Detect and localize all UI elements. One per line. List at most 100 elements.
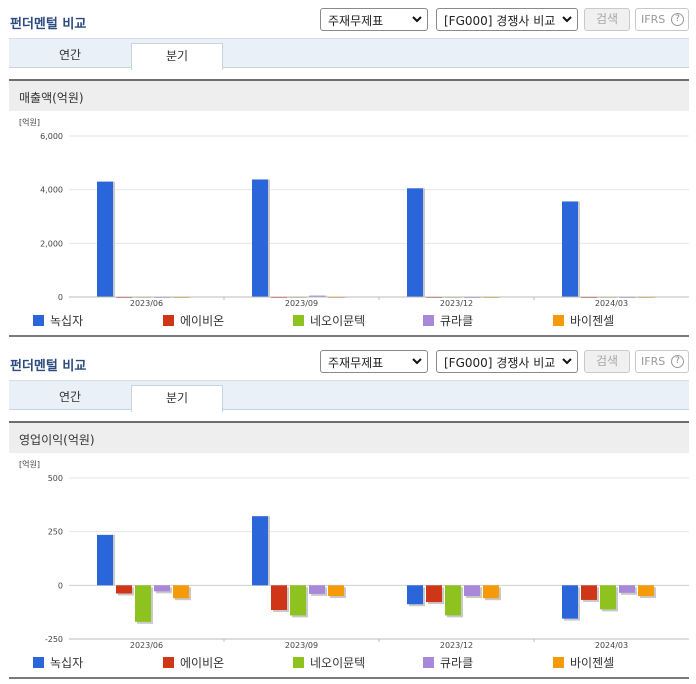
legend-swatch xyxy=(423,315,434,326)
section-title: 펀더멘털 비교 xyxy=(10,17,87,32)
x-tick-label: 2023/12 xyxy=(440,299,473,307)
help-icon: ? xyxy=(671,355,684,368)
period-tabs: 연간 분기 xyxy=(9,380,689,412)
legend-swatch xyxy=(553,315,564,326)
chart-legend: 녹십자 에이비온 네오이뮨텍 큐라클 바이젠셀 xyxy=(9,650,689,672)
legend-label: 네오이뮨텍 xyxy=(310,656,366,670)
sales-chart-svg: [억원] 0 2,000 4,000 6,000 2023/06 2023/09 2023/1… xyxy=(19,117,689,307)
legend-swatch xyxy=(293,657,304,668)
section-divider xyxy=(9,677,689,679)
x-tick-label: 2023/09 xyxy=(285,641,318,649)
section-divider xyxy=(9,335,689,337)
y-tick-label: 6,000 xyxy=(40,132,63,141)
y-tick-label: -250 xyxy=(45,635,63,644)
statement-select[interactable]: 주재무제표 xyxy=(320,350,428,373)
operating-profit-chart: [억원] -250 0 250 500 2023/06 2023/09 2023/12 2024… xyxy=(9,453,689,649)
chevron-down-icon xyxy=(412,358,422,365)
bar xyxy=(309,295,325,297)
search-button[interactable]: 검색 xyxy=(584,350,630,373)
tab-quarter[interactable]: 분기 xyxy=(131,43,223,70)
x-tick-label: 2024/03 xyxy=(595,641,628,649)
bar xyxy=(116,585,132,594)
chart-header: 영업이익(억원) xyxy=(9,421,689,453)
statement-select-value: 주재무제표 xyxy=(328,14,384,28)
bar xyxy=(252,516,268,586)
peer-group-select-value: [FG000] 경쟁사 비교 xyxy=(444,14,556,28)
bar xyxy=(328,585,344,597)
operating-profit-chart-svg: [억원] -250 0 250 500 2023/06 2023/09 2023/12 2024… xyxy=(19,459,689,649)
peer-group-select[interactable]: [FG000] 경쟁사 비교 xyxy=(436,8,578,31)
y-tick-label: 4,000 xyxy=(40,186,63,195)
legend-swatch xyxy=(423,657,434,668)
sales-chart: [억원] 0 2,000 4,000 6,000 2023/06 2023/09 2023/1… xyxy=(9,111,689,307)
chart-legend: 녹십자 에이비온 네오이뮨텍 큐라클 바이젠셀 xyxy=(9,308,689,330)
chevron-down-icon xyxy=(412,16,422,23)
legend-label: 녹십자 xyxy=(50,656,84,670)
legend-label: 네오이뮨텍 xyxy=(310,314,366,328)
y-tick-label: 0 xyxy=(58,293,63,302)
tab-annual[interactable]: 연간 xyxy=(58,390,82,404)
chevron-down-icon xyxy=(562,358,572,365)
peer-group-select-value: [FG000] 경쟁사 비교 xyxy=(444,356,556,370)
legend-item[interactable]: 녹십자 xyxy=(33,654,83,671)
section-title: 펀더멘털 비교 xyxy=(10,359,87,374)
legend-label: 큐라클 xyxy=(440,314,474,328)
legend-swatch xyxy=(553,657,564,668)
y-unit-label: [억원] xyxy=(19,459,40,469)
bar xyxy=(271,585,287,611)
section-toolbar: 펀더멘털 비교 주재무제표 [FG000] 경쟁사 비교 검색 IFRS ? xyxy=(0,342,696,380)
x-tick-label: 2023/09 xyxy=(285,299,318,307)
legend-item[interactable]: 네오이뮨텍 xyxy=(293,654,365,671)
peer-group-select[interactable]: [FG000] 경쟁사 비교 xyxy=(436,350,578,373)
bar xyxy=(290,585,306,616)
legend-label: 에이비온 xyxy=(180,656,225,670)
legend-swatch xyxy=(163,657,174,668)
legend-item[interactable]: 에이비온 xyxy=(163,312,224,329)
bar xyxy=(464,585,480,597)
x-tick-label: 2023/06 xyxy=(130,641,163,649)
help-icon: ? xyxy=(671,13,684,26)
search-button[interactable]: 검색 xyxy=(584,8,630,31)
bar xyxy=(309,585,325,594)
ifrs-button[interactable]: IFRS ? xyxy=(635,350,689,373)
bar xyxy=(562,585,578,619)
chart-title: 영업이익(억원) xyxy=(19,433,95,447)
ifrs-label: IFRS xyxy=(641,355,666,368)
legend-item[interactable]: 바이젠셀 xyxy=(553,654,614,671)
bar xyxy=(581,585,597,600)
legend-item[interactable]: 큐라클 xyxy=(423,654,473,671)
ifrs-button[interactable]: IFRS ? xyxy=(635,8,689,31)
bar xyxy=(638,585,654,597)
x-tick-label: 2023/06 xyxy=(130,299,163,307)
section-toolbar: 펀더멘털 비교 주재무제표 [FG000] 경쟁사 비교 검색 IFRS ? xyxy=(0,0,696,38)
legend-item[interactable]: 에이비온 xyxy=(163,654,224,671)
chevron-down-icon xyxy=(562,16,572,23)
bar xyxy=(407,585,423,605)
bar xyxy=(154,585,170,592)
tab-quarter[interactable]: 분기 xyxy=(131,385,223,412)
legend-item[interactable]: 바이젠셀 xyxy=(553,312,614,329)
legend-swatch xyxy=(293,315,304,326)
period-tabs: 연간 분기 xyxy=(9,38,689,70)
statement-select-value: 주재무제표 xyxy=(328,356,384,370)
bar xyxy=(97,534,113,586)
statement-select[interactable]: 주재무제표 xyxy=(320,8,428,31)
legend-item[interactable]: 녹십자 xyxy=(33,312,83,329)
legend-item[interactable]: 큐라클 xyxy=(423,312,473,329)
legend-label: 바이젠셀 xyxy=(570,656,615,670)
x-tick-label: 2024/03 xyxy=(595,299,628,307)
legend-item[interactable]: 네오이뮨텍 xyxy=(293,312,365,329)
tab-annual[interactable]: 연간 xyxy=(58,48,82,62)
bar xyxy=(407,188,423,297)
bar xyxy=(135,585,151,622)
bar xyxy=(483,585,499,599)
bar xyxy=(252,179,268,297)
ifrs-label: IFRS xyxy=(641,13,666,26)
legend-swatch xyxy=(33,315,44,326)
legend-label: 큐라클 xyxy=(440,656,474,670)
legend-label: 녹십자 xyxy=(50,314,84,328)
legend-swatch xyxy=(163,315,174,326)
bar xyxy=(445,585,461,616)
y-tick-label: 0 xyxy=(58,581,63,590)
bar xyxy=(97,181,113,297)
